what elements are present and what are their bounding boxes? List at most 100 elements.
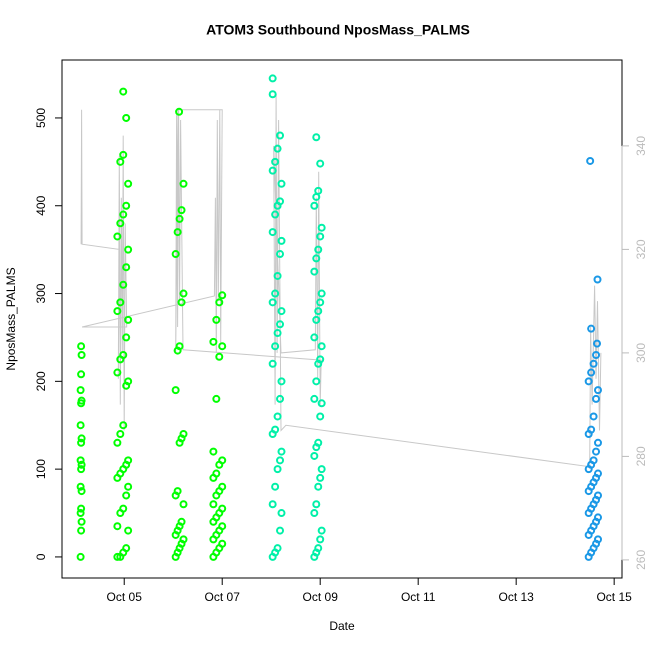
point — [76, 552, 85, 561]
point — [586, 156, 595, 165]
point — [175, 214, 184, 223]
x-tick-label: Oct 13 — [498, 590, 534, 604]
point — [589, 412, 598, 421]
point — [218, 456, 227, 465]
point — [317, 526, 326, 535]
point — [218, 342, 227, 351]
point — [312, 254, 321, 263]
point — [314, 438, 323, 447]
y-tick-label: 300 — [34, 283, 48, 303]
point — [592, 447, 601, 456]
point — [122, 544, 131, 553]
point — [177, 206, 186, 215]
point — [119, 210, 128, 219]
x-tick-label: Oct 11 — [401, 590, 436, 604]
point — [218, 522, 227, 531]
point — [316, 298, 325, 307]
point — [316, 355, 325, 364]
point — [310, 267, 319, 276]
point — [589, 456, 598, 465]
point — [124, 456, 133, 465]
point — [122, 263, 131, 272]
y2-tick-label: 280 — [634, 446, 648, 466]
point — [277, 377, 286, 386]
point — [113, 368, 122, 377]
point — [589, 359, 598, 368]
y-tick-label: 100 — [34, 459, 48, 479]
point — [310, 333, 319, 342]
point — [593, 535, 602, 544]
point — [116, 298, 125, 307]
point — [116, 157, 125, 166]
point — [77, 460, 86, 469]
point — [317, 399, 326, 408]
point — [77, 487, 86, 496]
point — [271, 289, 280, 298]
point — [277, 236, 286, 245]
point — [276, 197, 285, 206]
y-axis-label: NposMass_PALMS — [4, 267, 18, 370]
point — [273, 412, 282, 421]
point — [209, 337, 218, 346]
point — [179, 430, 188, 439]
point — [314, 544, 323, 553]
point — [77, 438, 86, 447]
x-tick-label: Oct 09 — [303, 590, 339, 604]
point — [77, 465, 86, 474]
point — [276, 526, 285, 535]
point — [268, 228, 277, 237]
point — [212, 394, 221, 403]
point — [317, 465, 326, 474]
chart-title: ATOM3 Southbound NposMass_PALMS — [206, 22, 470, 38]
point — [76, 509, 85, 518]
point — [316, 412, 325, 421]
point — [316, 473, 325, 482]
point — [113, 522, 122, 531]
point — [271, 342, 280, 351]
point — [273, 465, 282, 474]
point — [76, 421, 85, 430]
point — [119, 280, 128, 289]
point — [276, 320, 285, 329]
point — [76, 386, 85, 395]
point — [124, 245, 133, 254]
point — [271, 210, 280, 219]
y-tick-label: 400 — [34, 195, 48, 215]
point — [218, 291, 227, 300]
point — [268, 74, 277, 83]
point — [317, 223, 326, 232]
point — [77, 517, 86, 526]
point — [179, 289, 188, 298]
point — [124, 179, 133, 188]
point — [592, 350, 601, 359]
point — [215, 352, 224, 361]
point — [77, 434, 86, 443]
point — [76, 456, 85, 465]
point — [122, 491, 131, 500]
point — [277, 179, 286, 188]
point — [273, 144, 282, 153]
y2-tick-label: 300 — [634, 343, 648, 363]
point — [113, 307, 122, 316]
point — [316, 232, 325, 241]
point — [171, 250, 180, 259]
point — [314, 307, 323, 316]
point — [276, 250, 285, 259]
y2-tick-label: 340 — [634, 136, 648, 156]
point — [271, 157, 280, 166]
point — [593, 438, 602, 447]
point — [268, 298, 277, 307]
x-tick-label: Oct 15 — [596, 590, 632, 604]
point — [310, 509, 319, 518]
point — [314, 482, 323, 491]
point — [212, 315, 221, 324]
point — [310, 451, 319, 460]
y2-tick-label: 320 — [634, 239, 648, 259]
point — [119, 87, 128, 96]
point — [179, 535, 188, 544]
point — [124, 377, 133, 386]
point — [215, 298, 224, 307]
point — [77, 350, 86, 359]
point — [218, 539, 227, 548]
